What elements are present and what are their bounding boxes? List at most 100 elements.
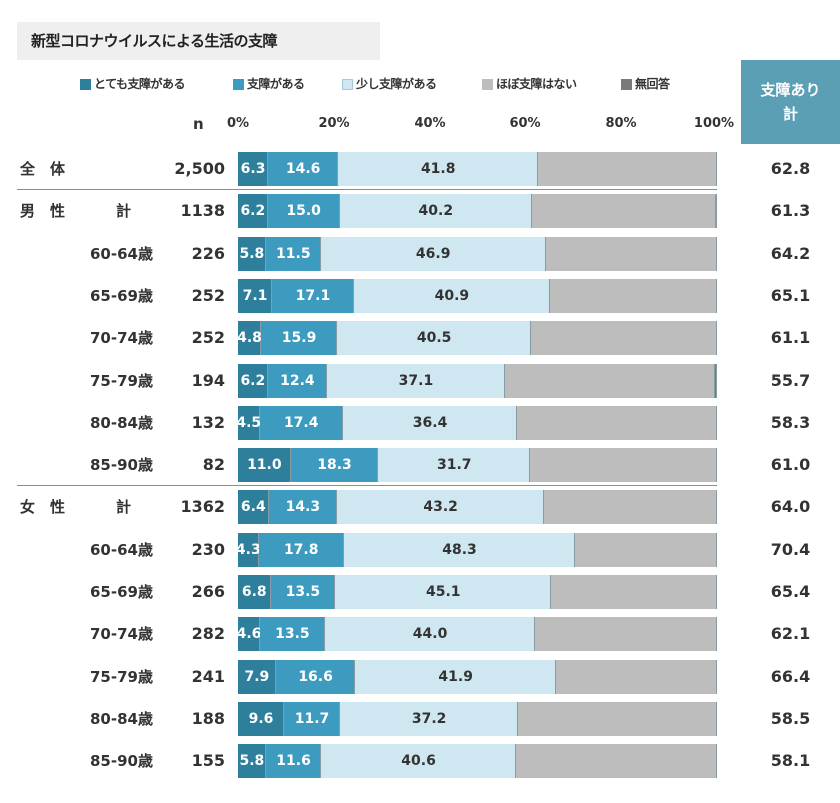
bar-segment-some	[259, 406, 343, 440]
row-category-label: 60-64歳	[90, 541, 153, 559]
data-label-little: 44.0	[412, 626, 448, 642]
row-category-label: 65-69歳	[90, 583, 153, 601]
bar-segment-some	[258, 533, 344, 567]
data-label-little: 31.7	[436, 457, 472, 473]
row-category-label: 60-64歳	[90, 245, 153, 263]
bar-segment-little	[324, 617, 536, 651]
data-label-some: 14.6	[285, 161, 321, 177]
row-n-value: 132	[191, 413, 225, 432]
data-label-very: 4.3	[235, 542, 261, 558]
bar-track: 5.8 11.5 46.9	[238, 237, 717, 271]
x-tick-80: 80%	[605, 116, 637, 131]
total-header-line1: 支障あり	[760, 81, 821, 99]
row-total-value: 70.4	[770, 540, 811, 559]
bar-segment-very	[238, 279, 272, 313]
bar-segment-some	[260, 321, 338, 355]
row-n-value: 266	[191, 582, 225, 601]
data-label-little: 46.9	[415, 246, 451, 262]
bar-segment-very	[238, 702, 284, 736]
bar-segment-little	[342, 406, 518, 440]
bar-track: 9.6 11.7 37.2	[238, 702, 717, 736]
x-tick-20: 20%	[318, 116, 350, 131]
data-label-some: 14.3	[285, 499, 321, 515]
data-label-some: 16.6	[298, 669, 333, 685]
row-total-value: 65.4	[770, 582, 811, 601]
chart-row: 85-90歳 82 11.0 18.3 31.7 61.0	[0, 448, 840, 490]
chart-row: 男 性 計 1138 6.2 15.0 40.2 61.3	[0, 194, 840, 236]
data-label-very: 6.3	[240, 161, 266, 177]
row-total-value: 61.1	[770, 328, 811, 347]
row-total-value: 61.3	[770, 201, 811, 220]
row-category-label: 70-74歳	[90, 625, 153, 643]
bar-segment-hardly	[551, 575, 717, 609]
bar-segment-little	[335, 575, 552, 609]
data-label-some: 17.1	[295, 288, 331, 304]
chart-row: 65-69歳 266 6.8 13.5 45.1 65.4	[0, 575, 840, 617]
bar-segment-little	[353, 279, 550, 313]
chart-row: 75-79歳 194 6.2 12.4 37.1 55.7	[0, 364, 840, 406]
bar-track: 5.8 11.6 40.6	[238, 744, 717, 778]
bar-track: 4.8 15.9 40.5	[237, 321, 717, 355]
bar-segment-hardly	[556, 660, 717, 694]
bar-segment-some	[267, 194, 340, 228]
total-header: 支障あり 計	[741, 60, 840, 144]
bar-segment-little	[320, 237, 546, 271]
bar-segment-very	[238, 660, 276, 694]
n-column-header: n	[193, 115, 204, 133]
row-total-value: 58.3	[770, 413, 811, 432]
chart-row: 70-74歳 252 4.8 15.9 40.5 61.1	[0, 321, 840, 363]
bar-track: 6.3 14.6 41.8	[238, 152, 717, 186]
bar-track: 4.6 13.5 44.0	[236, 617, 717, 651]
chart-row: 85-90歳 155 5.8 11.6 40.6 58.1	[0, 744, 840, 786]
bar-segment-little	[321, 744, 516, 778]
data-label-little: 45.1	[425, 584, 461, 600]
bar-segment-hardly	[575, 533, 717, 567]
bar-segment-some	[290, 448, 379, 482]
row-n-value: 188	[191, 709, 225, 728]
data-label-little: 37.1	[398, 373, 434, 389]
group-separator	[17, 485, 717, 486]
row-category-label: 65-69歳	[90, 287, 153, 305]
bar-segment-little	[340, 702, 519, 736]
legend-swatch-little	[342, 79, 353, 90]
data-label-very: 7.1	[242, 288, 268, 304]
data-label-little: 41.8	[420, 161, 456, 177]
bar-segment-very	[238, 575, 271, 609]
data-label-little: 40.9	[434, 288, 470, 304]
bar-segment-little	[337, 490, 545, 524]
bar-segment-very	[238, 617, 261, 651]
legend-label-very: とても支障がある	[94, 77, 186, 91]
data-label-very: 11.0	[247, 457, 282, 473]
bar-segment-hardly	[515, 744, 717, 778]
bar-segment-little	[337, 321, 532, 355]
bar-track: 7.1 17.1 40.9	[238, 279, 717, 313]
bar-segment-some	[260, 617, 325, 651]
x-tick-60: 60%	[509, 116, 541, 131]
chart-row: 60-64歳 226 5.8 11.5 46.9 64.2	[0, 237, 840, 279]
bar-segment-hardly	[532, 194, 717, 228]
data-label-very: 9.6	[248, 711, 274, 727]
bar-segment-some	[270, 575, 336, 609]
bar-segment-very	[238, 533, 259, 567]
bar-segment-very	[238, 448, 291, 482]
bar-segment-some	[265, 237, 321, 271]
bar-track: 7.9 16.6 41.9	[238, 660, 717, 694]
bar-segment-very	[238, 406, 260, 440]
bar-track: 6.4 14.3 43.2	[238, 490, 717, 524]
data-label-very: 4.6	[236, 626, 262, 642]
data-label-very: 5.8	[239, 753, 265, 769]
bar-segment-very	[238, 364, 268, 398]
row-category-label: 75-79歳	[90, 372, 153, 390]
data-label-little: 37.2	[411, 711, 447, 727]
bar-segment-very	[238, 194, 268, 228]
chart-row: 全 体 2,500 6.3 14.6 41.8 62.8	[0, 152, 840, 194]
legend-label-little: 少し支障がある	[356, 77, 437, 91]
row-n-value: 2,500	[174, 159, 225, 178]
bar-segment-very	[238, 321, 261, 355]
data-label-some: 13.5	[275, 626, 310, 642]
row-n-value: 155	[191, 751, 225, 770]
data-label-very: 5.8	[239, 246, 265, 262]
bar-segment-some	[272, 279, 354, 313]
row-n-value: 282	[191, 624, 225, 643]
row-category-label: 85-90歳	[90, 456, 153, 474]
